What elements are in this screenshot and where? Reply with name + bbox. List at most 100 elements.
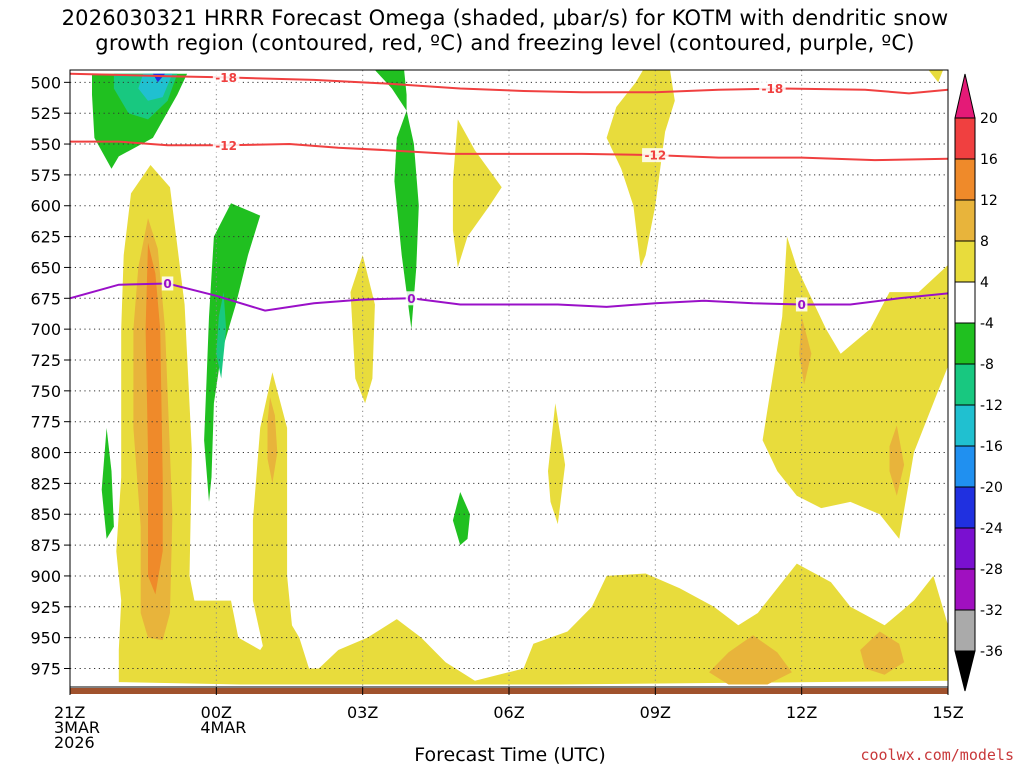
- colorbar-band-10: [954, 527, 976, 570]
- omega-region-19: [762, 236, 948, 539]
- colorbar-band-1: [954, 158, 976, 201]
- colorbar-label-13: -36: [980, 644, 1003, 660]
- omega-region-6: [101, 427, 114, 539]
- omega-region-13: [252, 372, 295, 657]
- colorbar-band-9: [954, 486, 976, 529]
- omega-shading: [92, 70, 948, 685]
- omega-region-23: [860, 631, 905, 675]
- dgz-minus-12-label-bg-0: [212, 138, 240, 153]
- colorbar-band-2: [954, 199, 976, 242]
- credit-text: coolwx.com/models: [860, 746, 1014, 764]
- omega-region-16: [452, 119, 502, 268]
- omega-region-9: [452, 492, 470, 546]
- colorbar-label-4: 4: [980, 275, 989, 291]
- y-tick-label-550: 550: [30, 135, 61, 154]
- colorbar-band-4: [954, 281, 976, 324]
- colorbar-band-8: [954, 445, 976, 488]
- freezing-level-line: [70, 282, 948, 312]
- x-tick-label-15-0: 12Z: [786, 703, 817, 722]
- omega-region-10: [116, 165, 948, 685]
- freezing-level-label-bg-0: [161, 276, 174, 291]
- freezing-level-label-0: 0: [163, 277, 171, 291]
- chart-title-line-2: growth region (contoured, red, ºC) and f…: [95, 31, 915, 55]
- y-tick-label-725: 725: [30, 351, 61, 370]
- y-tick-label-575: 575: [30, 166, 61, 185]
- colorbar-label-8: -16: [980, 439, 1003, 455]
- omega-region-8: [394, 110, 419, 330]
- omega-region-14: [267, 397, 278, 484]
- dgz-minus-12-line: [70, 140, 948, 162]
- y-tick-label-500: 500: [30, 73, 61, 92]
- colorbar-band-12: [954, 609, 976, 652]
- temperature-contours: -18 -18 -12 -12 0 0 0: [70, 70, 948, 312]
- dgz-minus-18-label-0: -18: [215, 71, 237, 85]
- x-axis-label: Forecast Time (UTC): [414, 744, 606, 766]
- omega-region-12: [145, 242, 163, 595]
- dgz-minus-12-label-0: -12: [215, 139, 237, 153]
- y-tick-label-875: 875: [30, 536, 61, 555]
- y-tick-label-975: 975: [30, 659, 61, 678]
- y-tick-label-775: 775: [30, 413, 61, 432]
- x-tick-label-6-0: 03Z: [347, 703, 378, 722]
- omega-region-7: [374, 70, 407, 111]
- omega-region-21: [889, 425, 905, 496]
- dgz-minus-12-label-bg-1: [642, 148, 669, 163]
- colorbar-label-11: -28: [980, 562, 1003, 578]
- omega-region-18: [606, 70, 675, 268]
- y-tick-label-900: 900: [30, 567, 61, 586]
- freezing-level-label-bg-1: [405, 291, 418, 306]
- colorbar-label-7: -12: [980, 398, 1003, 414]
- colorbar-band-11: [954, 568, 976, 611]
- dgz-minus-18-label-bg-0: [212, 70, 240, 85]
- x-tick-label-12-0: 09Z: [640, 703, 671, 722]
- omega-region-20: [799, 316, 812, 385]
- x-tick-label-3-1: 4MAR: [200, 718, 246, 737]
- colorbar-band-7: [954, 404, 976, 447]
- y-tick-label-850: 850: [30, 505, 61, 524]
- colorbar-bottom-triangle: [954, 650, 976, 692]
- colorbar-label-0: 20: [980, 111, 998, 127]
- colorbar-label-12: -32: [980, 603, 1003, 619]
- colorbar-band-6: [954, 363, 976, 406]
- y-tick-label-650: 650: [30, 258, 61, 277]
- dgz-minus-18-label-bg-1: [759, 81, 786, 96]
- freezing-level-label-1: 0: [407, 292, 415, 306]
- y-tick-label-950: 950: [30, 629, 61, 648]
- colorbar-band-5: [954, 322, 976, 365]
- colorbar-label-1: 16: [980, 152, 998, 168]
- omega-region-17: [548, 403, 566, 525]
- y-tick-label-750: 750: [30, 382, 61, 401]
- omega-region-22: [709, 635, 792, 685]
- freezing-level-label-2: 0: [797, 298, 805, 312]
- x-tick-label-18-0: 15Z: [932, 703, 963, 722]
- dgz-minus-12-label-1: -12: [644, 149, 666, 163]
- y-tick-label-700: 700: [30, 320, 61, 339]
- x-tick-label-9-0: 06Z: [493, 703, 524, 722]
- colorbar-top-triangle: [954, 73, 976, 119]
- omega-region-5: [216, 292, 227, 379]
- colorbar-label-9: -20: [980, 480, 1003, 496]
- omega-region-2: [138, 73, 173, 101]
- colorbar-label-6: -8: [980, 357, 994, 373]
- chart-title: 2026030321 HRRR Forecast Omega (shaded, …: [0, 6, 1010, 56]
- chart-title-line-1: 2026030321 HRRR Forecast Omega (shaded, …: [61, 6, 949, 30]
- y-tick-label-525: 525: [30, 104, 61, 123]
- colorbar-band-0: [954, 117, 976, 160]
- omega-region-15: [350, 255, 375, 404]
- colorbar-label-3: 8: [980, 234, 989, 250]
- x-tick-label-0-1: 3MAR: [54, 718, 100, 737]
- omega-region-4: [204, 203, 261, 502]
- y-tick-label-625: 625: [30, 228, 61, 247]
- y-tick-label-675: 675: [30, 289, 61, 308]
- colorbar-label-2: 12: [980, 193, 998, 209]
- x-tick-label-0-0: 21Z: [54, 703, 85, 722]
- colorbar-band-3: [954, 240, 976, 283]
- x-tick-label-0-2: 2026: [54, 733, 95, 752]
- colorbar: 20 16 12 8 4 -4 -8 -12 -16 -20 -24 -28 -32 -36: [954, 73, 1003, 692]
- y-tick-label-600: 600: [30, 197, 61, 216]
- dgz-minus-18-label-1: -18: [762, 82, 784, 96]
- colorbar-label-5: -4: [980, 316, 994, 332]
- dgz-minus-18-line: [70, 72, 948, 95]
